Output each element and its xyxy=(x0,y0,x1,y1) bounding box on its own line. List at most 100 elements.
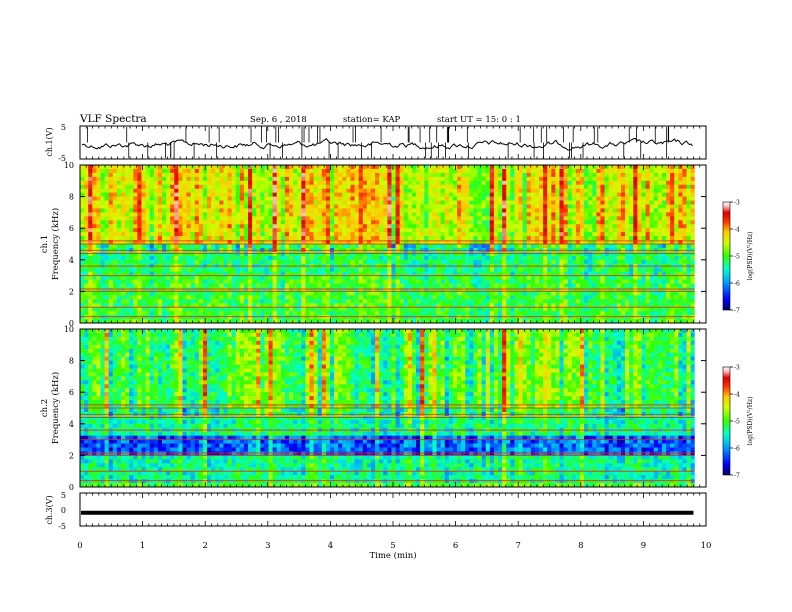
ch1-spectrogram-cell xyxy=(477,240,482,245)
ch1-spectrogram-cell xyxy=(620,259,626,265)
ch1-spectrogram-cell xyxy=(461,212,466,217)
ch1-spectrogram-cell xyxy=(223,291,228,296)
ch1-spectrogram-cell xyxy=(543,196,548,201)
ch1-spectrogram-cell xyxy=(334,184,339,189)
ch1-spectrogram-cell xyxy=(477,271,482,276)
ch1-spectrogram-cell xyxy=(141,165,146,170)
ch1-spectrogram-cell xyxy=(305,271,310,276)
ch1-spectrogram-cell xyxy=(100,208,105,213)
ch1-spectrogram-cell xyxy=(399,184,405,189)
ch1-spectrogram-cell xyxy=(198,192,204,197)
ch1-spectrogram-cell xyxy=(637,200,642,205)
ch1-spectrogram-cell xyxy=(202,259,208,265)
ch1-spectrogram-cell xyxy=(625,279,630,284)
ch1-spectrogram-cell xyxy=(592,192,597,197)
ch1-spectrogram-cell xyxy=(174,283,179,288)
ch1-spectrogram-cell xyxy=(493,184,499,189)
ch1-spectrogram-cell xyxy=(301,271,306,276)
ch1-spectrogram-cell xyxy=(473,216,478,221)
ch1-spectrogram-cell xyxy=(559,287,564,292)
ch1-spectrogram-cell xyxy=(592,251,597,257)
ch1-spectrogram-cell xyxy=(690,228,696,233)
ch1-spectrogram-cell xyxy=(280,176,286,182)
ch1-spectrogram-cell xyxy=(411,271,417,276)
ch1-spectrogram-cell xyxy=(592,200,597,205)
ch1-spectrogram-cell xyxy=(493,228,499,233)
ch1-spectrogram-cell xyxy=(133,192,138,197)
ch1-spectrogram-cell xyxy=(350,196,355,201)
ch1-spectrogram-cell xyxy=(522,240,528,245)
ch1-spectrogram-cell xyxy=(215,172,220,178)
ch1-spectrogram-cell xyxy=(629,220,634,225)
ch1-spectrogram-cell xyxy=(477,200,482,205)
ch1-spectrogram-cell xyxy=(518,216,523,221)
ch1-spectrogram-cell xyxy=(120,240,126,245)
ch1-spectrogram-cell xyxy=(317,176,323,182)
ch1-spectrogram-cell xyxy=(338,192,343,197)
ch1-spectrogram-cell xyxy=(440,240,446,245)
ch1-spectrogram-cell xyxy=(100,172,105,178)
ch1-spectrogram-cell xyxy=(440,176,446,182)
ch1-spectrogram-cell xyxy=(637,244,642,249)
ch1-spectrogram-cell xyxy=(145,283,150,288)
ch1-spectrogram-cell xyxy=(387,176,392,182)
ch1-spectrogram-cell xyxy=(690,188,696,193)
ch1-spectrogram-cell xyxy=(88,271,93,276)
ch1-spectrogram-cell xyxy=(252,279,257,284)
ch1-spectrogram-cell xyxy=(370,180,376,186)
ch1-spectrogram-cell xyxy=(256,184,261,189)
ch1-spectrogram-cell xyxy=(588,165,593,170)
ch1-spectrogram-cell xyxy=(604,236,609,241)
ch1-spectrogram-cell xyxy=(440,232,446,237)
ch1-spectrogram-cell xyxy=(629,232,634,237)
ch1-spectrogram-cell xyxy=(571,236,577,241)
ch1-spectrogram-cell xyxy=(215,184,220,189)
ch1-spectrogram-cell xyxy=(477,188,482,193)
ch1-spectrogram-cell xyxy=(514,291,519,296)
ch1-spectrogram-cell xyxy=(92,271,97,276)
ch1-spectrogram-cell xyxy=(211,224,216,229)
ch1-spectrogram-cell xyxy=(358,192,364,197)
ch1-spectrogram-cell xyxy=(149,275,155,280)
ch1-spectrogram-cell xyxy=(543,240,548,245)
ch1-spectrogram-cell xyxy=(149,255,155,261)
ch1-spectrogram-cell xyxy=(575,172,581,178)
ch1-spectrogram-cell xyxy=(252,240,257,245)
ch1-spectrogram-cell xyxy=(608,275,614,280)
ch1-spectrogram-cell xyxy=(219,283,224,288)
ch1-spectrogram-cell xyxy=(563,275,568,280)
ch1-spectrogram-cell xyxy=(346,287,351,292)
ch1-spectrogram-cell xyxy=(354,200,359,205)
ch1-spectrogram-cell xyxy=(600,236,605,241)
ch1-spectrogram-cell xyxy=(559,271,564,276)
ch1-spectrogram-cell xyxy=(88,188,93,193)
ch1-spectrogram-cell xyxy=(514,180,519,186)
ch1-spectrogram-cell xyxy=(407,188,413,193)
ch1-spectrogram-cell xyxy=(170,251,175,257)
ch1-spectrogram-cell xyxy=(489,283,495,288)
ch1-spectrogram-cell xyxy=(358,240,364,245)
ch1-spectrogram-cell xyxy=(592,228,597,233)
ch1-spectrogram-cell xyxy=(325,200,331,205)
ch1-spectrogram-cell xyxy=(293,188,298,193)
ch1-spectrogram-cell xyxy=(280,184,286,189)
ch1-spectrogram-cell xyxy=(420,165,425,170)
ch1-spectrogram-cell xyxy=(543,212,548,217)
ch1-spectrogram-cell xyxy=(457,271,462,276)
ch1-spectrogram-cell xyxy=(178,251,183,257)
ch1-spectrogram-cell xyxy=(506,259,511,265)
ch1-spectrogram-cell xyxy=(620,287,626,292)
ch1-spectrogram-cell xyxy=(563,165,568,170)
ch1-spectrogram-cell xyxy=(215,176,220,182)
ch1-spectrogram-cell xyxy=(457,291,462,296)
ch1-spectrogram-cell xyxy=(248,180,253,186)
ch1-spectrogram-cell xyxy=(596,176,601,182)
ch1-spectrogram-cell xyxy=(637,212,642,217)
ch1-spectrogram-cell xyxy=(137,184,142,189)
ch1-spectrogram-cell xyxy=(526,279,532,284)
ch1-spectrogram-cell xyxy=(231,180,237,186)
ch1-spectrogram-cell xyxy=(272,255,278,261)
ch1-spectrogram-cell xyxy=(313,240,318,245)
ch1-spectrogram-cell xyxy=(170,204,175,209)
ch1-spectrogram-cell xyxy=(448,244,454,249)
